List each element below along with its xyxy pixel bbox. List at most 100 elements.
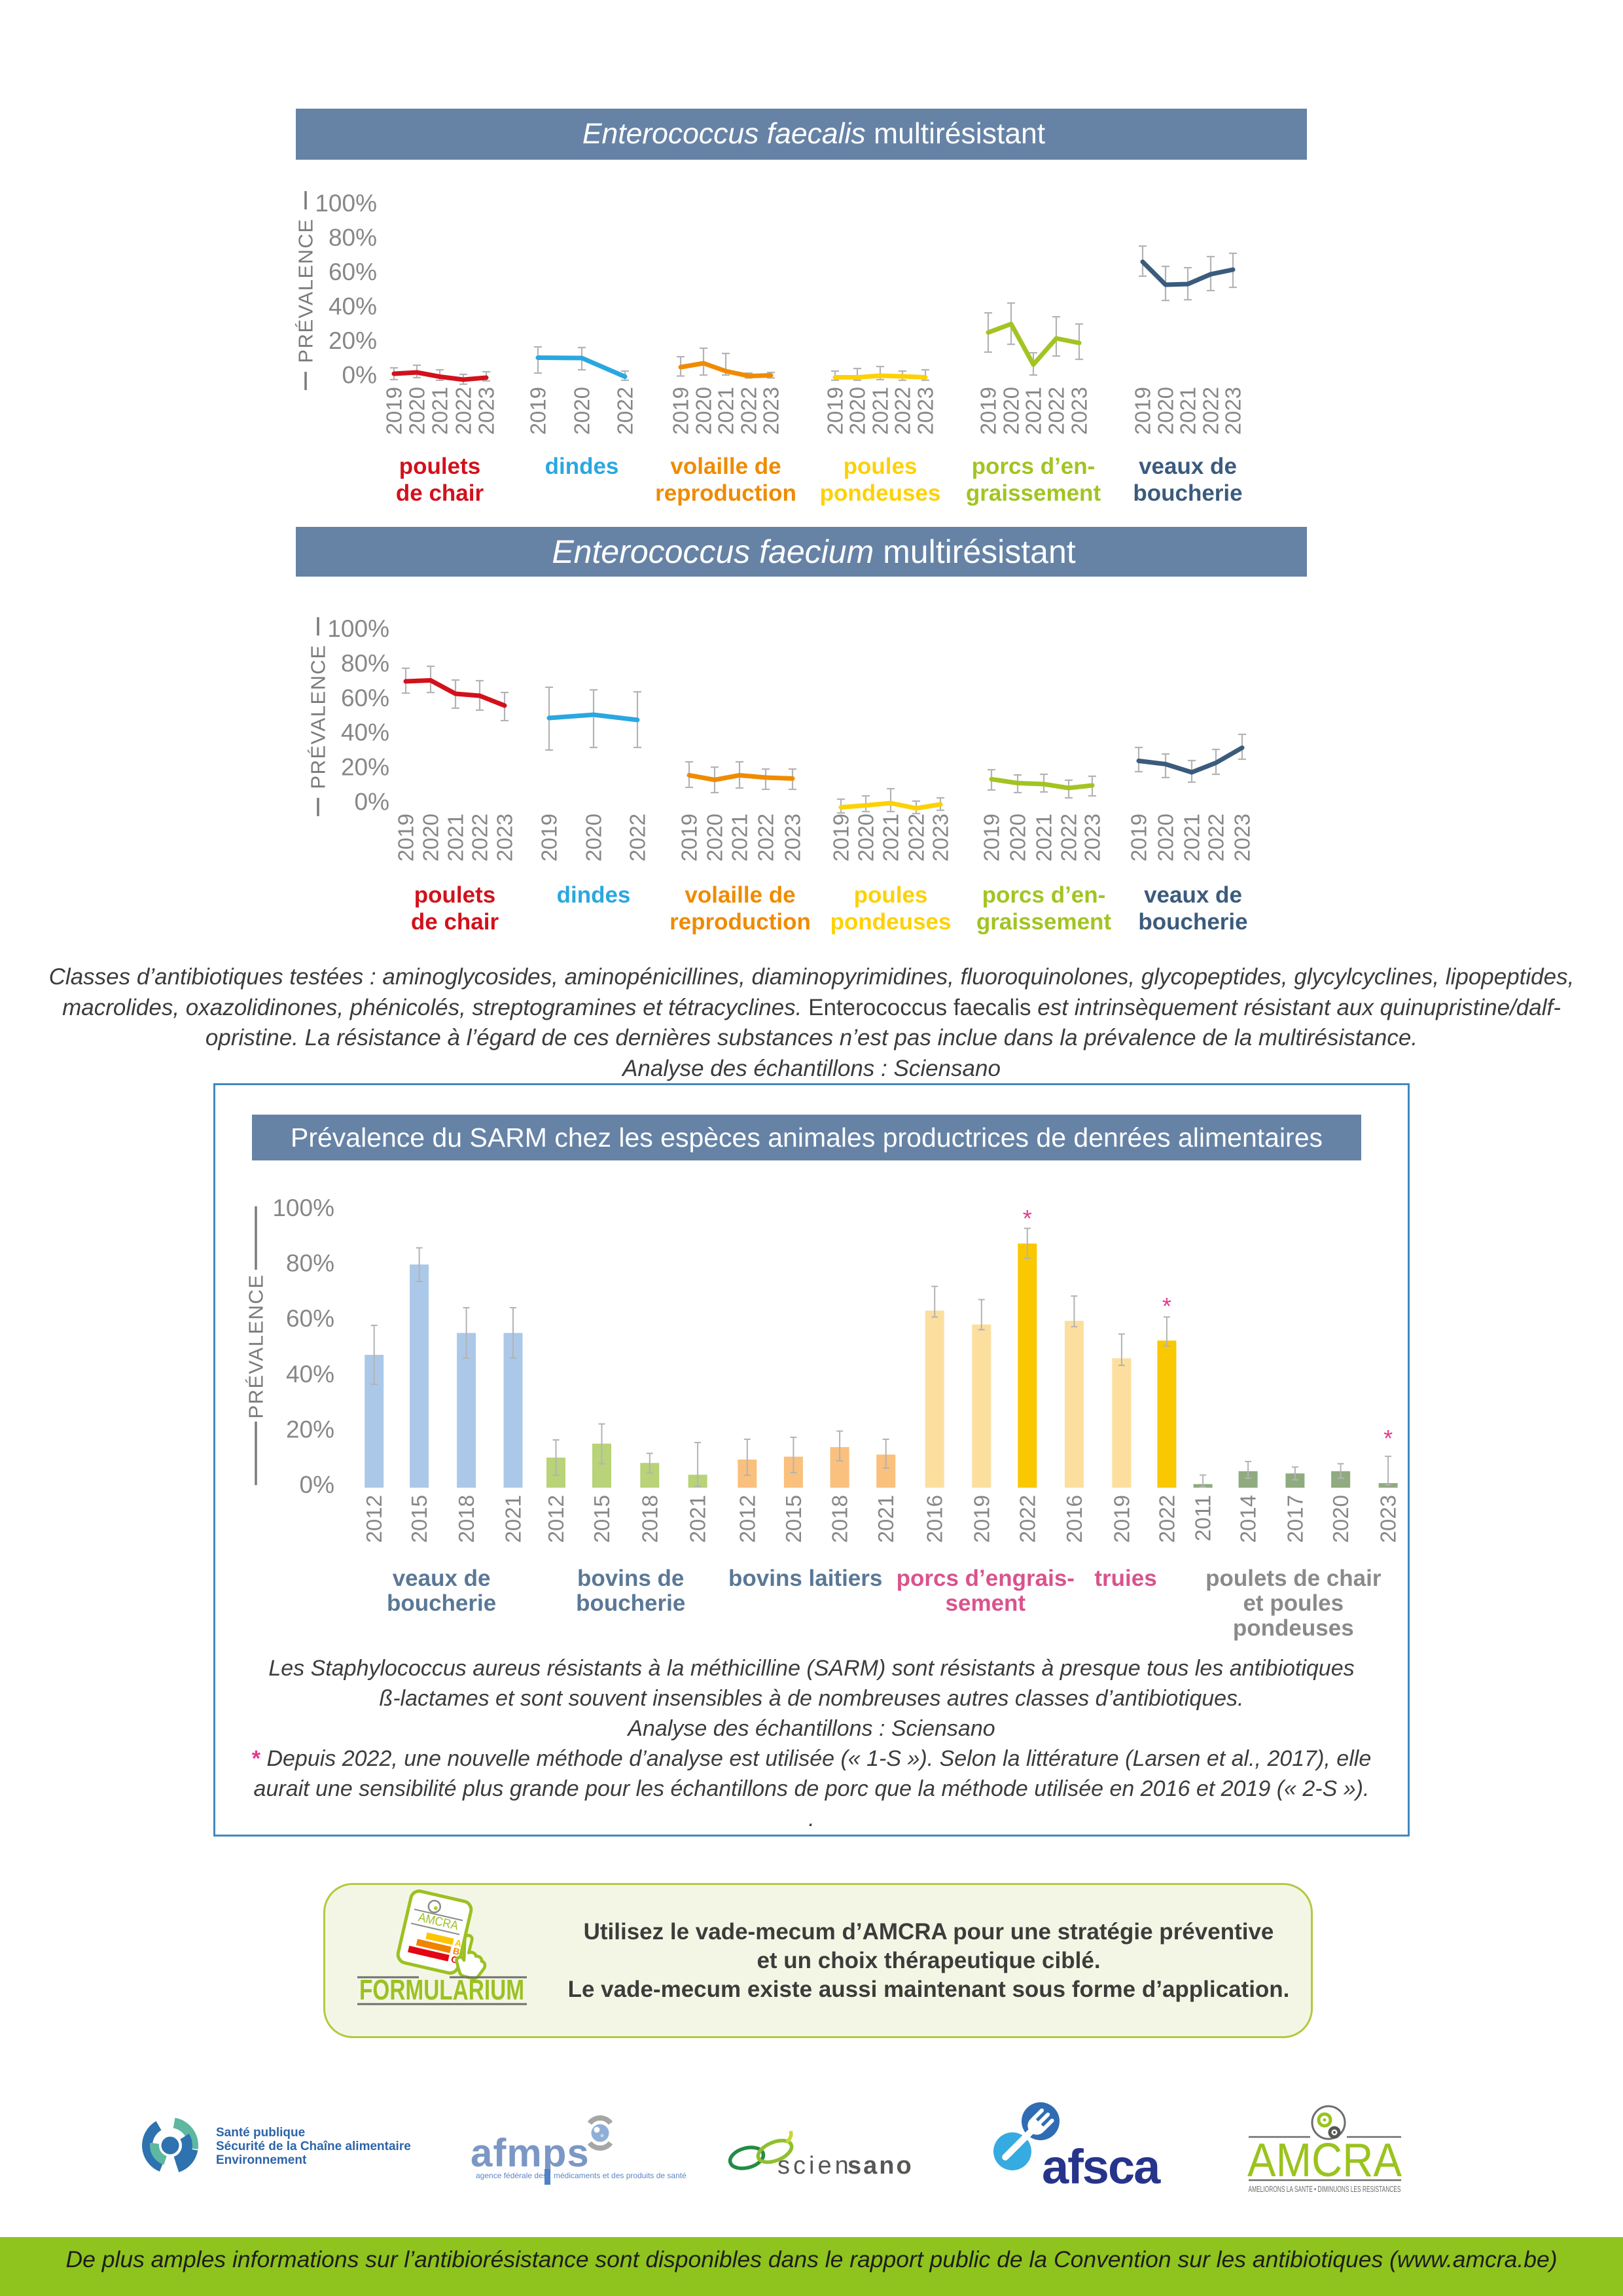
svg-text:reproduction: reproduction — [655, 480, 796, 506]
svg-text:2023: 2023 — [1230, 814, 1255, 861]
svg-text:et poules: et poules — [1243, 1590, 1344, 1616]
svg-text:100%: 100% — [272, 1194, 334, 1221]
svg-text:2021: 2021 — [1032, 814, 1056, 861]
svg-text:2019: 2019 — [829, 814, 853, 861]
svg-text:2015: 2015 — [781, 1495, 806, 1543]
svg-text:graissement: graissement — [976, 909, 1112, 935]
svg-text:agence fédérale des: agence fédérale des — [476, 2171, 547, 2180]
svg-text:2014: 2014 — [1236, 1495, 1260, 1543]
svg-text:2019: 2019 — [976, 387, 1001, 435]
svg-text:2021: 2021 — [1022, 387, 1046, 435]
svg-text:2020: 2020 — [419, 814, 443, 861]
svg-text:2023: 2023 — [493, 814, 517, 861]
svg-text:Santé publique: Santé publique — [216, 2126, 305, 2140]
svg-text:graissement: graissement — [966, 480, 1101, 506]
svg-text:2020: 2020 — [582, 814, 606, 861]
svg-text:reproduction: reproduction — [669, 909, 811, 935]
svg-text:volaille de: volaille de — [670, 454, 781, 479]
svg-text:poules: poules — [844, 454, 918, 479]
svg-text:2021: 2021 — [874, 1495, 898, 1543]
svg-text:2019: 2019 — [980, 814, 1004, 861]
svg-text:2022: 2022 — [1044, 387, 1069, 435]
svg-text:2023: 2023 — [1376, 1495, 1400, 1543]
svg-text:2018: 2018 — [454, 1495, 478, 1543]
svg-text:scien: scien — [777, 2152, 852, 2179]
svg-text:2020: 2020 — [1154, 814, 1178, 861]
svg-text:pondeuses: pondeuses — [820, 480, 941, 506]
svg-text:2023: 2023 — [1221, 387, 1245, 435]
svg-text:2011: 2011 — [1191, 1495, 1215, 1541]
svg-text:porcs d’en-: porcs d’en- — [982, 882, 1106, 908]
svg-text:médicaments et des produits de: médicaments et des produits de santé — [554, 2171, 687, 2180]
svg-text:porcs d’engrais-: porcs d’engrais- — [897, 1566, 1075, 1591]
svg-text:pondeuses: pondeuses — [1233, 1615, 1354, 1641]
svg-text:2021: 2021 — [428, 387, 452, 435]
svg-text:2019: 2019 — [1131, 387, 1155, 435]
svg-text:Sécurité de la Chaîne alimenta: Sécurité de la Chaîne alimentaire — [216, 2140, 411, 2153]
svg-text:veaux de: veaux de — [393, 1566, 491, 1591]
svg-text:2022: 2022 — [1204, 814, 1228, 861]
svg-text:PRÉVALENCE: PRÉVALENCE — [245, 1274, 268, 1418]
svg-text:2020: 2020 — [570, 387, 594, 435]
svg-text:2019: 2019 — [537, 814, 562, 861]
svg-text:2020: 2020 — [703, 814, 727, 861]
svg-text:2019: 2019 — [969, 1495, 993, 1543]
svg-text:A: A — [454, 1937, 463, 1949]
svg-text:PRÉVALENCE: PRÉVALENCE — [307, 644, 330, 789]
svg-text:100%: 100% — [327, 615, 389, 642]
svg-text:20%: 20% — [341, 754, 389, 781]
svg-text:80%: 80% — [341, 650, 389, 677]
svg-text:2022: 2022 — [1057, 814, 1081, 861]
svg-text:80%: 80% — [329, 224, 377, 251]
svg-text:*: * — [1383, 1425, 1393, 1452]
svg-text:pondeuses: pondeuses — [830, 909, 952, 935]
svg-text:2020: 2020 — [1154, 387, 1178, 435]
svg-text:2022: 2022 — [613, 387, 637, 435]
svg-text:volaille de: volaille de — [685, 882, 795, 908]
svg-text:*: * — [1023, 1205, 1032, 1232]
svg-text:sano: sano — [847, 2152, 914, 2179]
svg-text:2020: 2020 — [405, 387, 429, 435]
svg-text:2019: 2019 — [526, 387, 550, 435]
svg-text:2017: 2017 — [1283, 1495, 1307, 1543]
svg-text:2012: 2012 — [544, 1495, 568, 1543]
svg-text:*: * — [1162, 1293, 1171, 1319]
svg-text:40%: 40% — [286, 1361, 334, 1388]
svg-text:20%: 20% — [329, 327, 377, 354]
svg-text:60%: 60% — [286, 1305, 334, 1332]
svg-text:veaux de: veaux de — [1139, 454, 1237, 479]
svg-text:0%: 0% — [342, 362, 377, 389]
svg-text:2021: 2021 — [1176, 387, 1200, 435]
svg-text:2019: 2019 — [1109, 1495, 1133, 1543]
svg-text:bovins laitiers: bovins laitiers — [728, 1566, 882, 1591]
svg-text:2020: 2020 — [999, 387, 1024, 435]
svg-text:2022: 2022 — [468, 814, 492, 861]
svg-text:2019: 2019 — [1127, 814, 1151, 861]
svg-text:20%: 20% — [286, 1416, 334, 1443]
svg-text:PRÉVALENCE: PRÉVALENCE — [294, 218, 317, 363]
svg-text:porcs d’en-: porcs d’en- — [972, 454, 1096, 479]
svg-text:sement: sement — [946, 1590, 1026, 1616]
svg-text:de chair: de chair — [411, 909, 499, 935]
svg-text:2015: 2015 — [590, 1495, 614, 1543]
svg-text:2022: 2022 — [1199, 387, 1223, 435]
svg-text:2019: 2019 — [669, 387, 693, 435]
svg-text:2021: 2021 — [1180, 814, 1204, 861]
svg-text:80%: 80% — [286, 1250, 334, 1277]
svg-text:boucherie: boucherie — [387, 1590, 496, 1616]
svg-text:2021: 2021 — [879, 814, 903, 861]
svg-text:poulets: poulets — [399, 454, 480, 479]
svg-text:afsca: afsca — [1042, 2140, 1161, 2194]
svg-text:2020: 2020 — [854, 814, 878, 861]
svg-text:2020: 2020 — [1329, 1495, 1353, 1543]
svg-text:2023: 2023 — [781, 814, 805, 861]
svg-text:2019: 2019 — [823, 387, 847, 435]
svg-text:truies: truies — [1094, 1566, 1156, 1591]
svg-text:2019: 2019 — [677, 814, 702, 861]
svg-text:60%: 60% — [341, 685, 389, 711]
svg-text:2016: 2016 — [1062, 1495, 1086, 1543]
svg-text:2023: 2023 — [929, 814, 953, 861]
svg-text:2021: 2021 — [686, 1495, 710, 1543]
svg-text:2023: 2023 — [759, 387, 783, 435]
svg-text:2019: 2019 — [394, 814, 418, 861]
